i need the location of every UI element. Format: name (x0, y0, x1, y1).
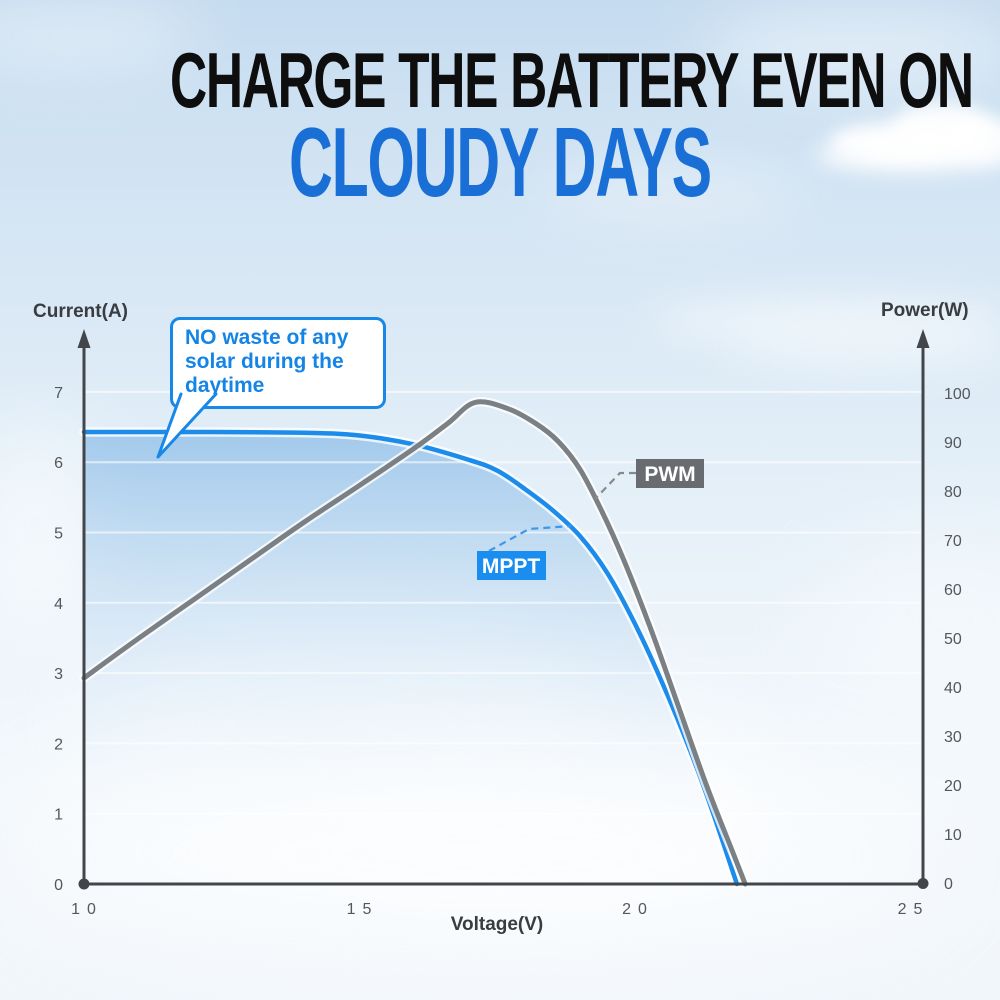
curves (79, 397, 750, 889)
svg-text:15: 15 (347, 901, 379, 918)
mppt-badge-label: MPPT (482, 555, 541, 578)
svg-text:1: 1 (54, 807, 63, 824)
pwm-label-badge: PWM (594, 459, 704, 500)
svg-text:0: 0 (54, 877, 63, 894)
mppt-connector-line (488, 524, 572, 552)
cloud (700, 8, 1000, 88)
callout-text: NO waste of any solar during the daytime (185, 326, 349, 397)
left-axis-arrow-icon (77, 329, 91, 348)
mppt-badge-box (477, 551, 546, 580)
callout-bubble: NO waste of any solar during the daytime (170, 317, 386, 409)
callout-tail (156, 392, 218, 459)
svg-text:7: 7 (54, 385, 63, 402)
origin-dot (78, 878, 90, 890)
pwm-badge-box (636, 459, 704, 488)
cloud (815, 140, 1000, 172)
mppt-label-badge: MPPT (477, 524, 572, 580)
svg-text:4: 4 (54, 596, 63, 613)
right-axis-dot (917, 878, 929, 889)
right-axis-arrow-icon (916, 329, 930, 348)
x-axis-ticks: 10 15 20 25 (71, 901, 930, 918)
svg-text:10: 10 (71, 901, 103, 918)
svg-text:0: 0 (944, 876, 953, 893)
headline-line2: CLOUDY DAYS (289, 107, 712, 217)
axes (82, 344, 925, 886)
svg-text:30: 30 (944, 729, 962, 746)
svg-text:20: 20 (944, 778, 962, 795)
mppt-area-fill (84, 431, 737, 884)
svg-text:100: 100 (944, 386, 971, 403)
svg-text:5: 5 (54, 526, 63, 543)
pwm-badge-label: PWM (644, 463, 695, 486)
svg-text:2: 2 (54, 736, 63, 753)
cloud (730, 332, 1000, 366)
svg-text:50: 50 (944, 631, 962, 648)
svg-text:40: 40 (944, 680, 962, 697)
svg-text:90: 90 (944, 435, 962, 452)
svg-text:70: 70 (944, 533, 962, 550)
svg-text:80: 80 (944, 484, 962, 501)
left-axis-ticks: 7 6 5 4 3 2 1 0 (54, 385, 63, 894)
cloud (540, 170, 800, 220)
gridlines (84, 390, 923, 815)
right-axis-title: Power(W) (881, 300, 969, 321)
cloud (0, 0, 200, 70)
svg-text:25: 25 (898, 901, 930, 918)
x-axis-title: Voltage(V) (451, 914, 544, 935)
headline: CHARGE THE BATTERY EVEN ON CLOUDY DAYS (0, 36, 1000, 217)
svg-text:60: 60 (944, 582, 962, 599)
cloud (650, 300, 1000, 342)
left-axis-title: Current(A) (33, 301, 128, 322)
svg-text:6: 6 (54, 455, 63, 472)
headline-line1: CHARGE THE BATTERY EVEN ON (170, 36, 974, 124)
svg-text:20: 20 (622, 901, 654, 918)
svg-text:10: 10 (944, 827, 962, 844)
svg-text:3: 3 (54, 666, 63, 683)
pwm-connector-line (594, 471, 636, 500)
